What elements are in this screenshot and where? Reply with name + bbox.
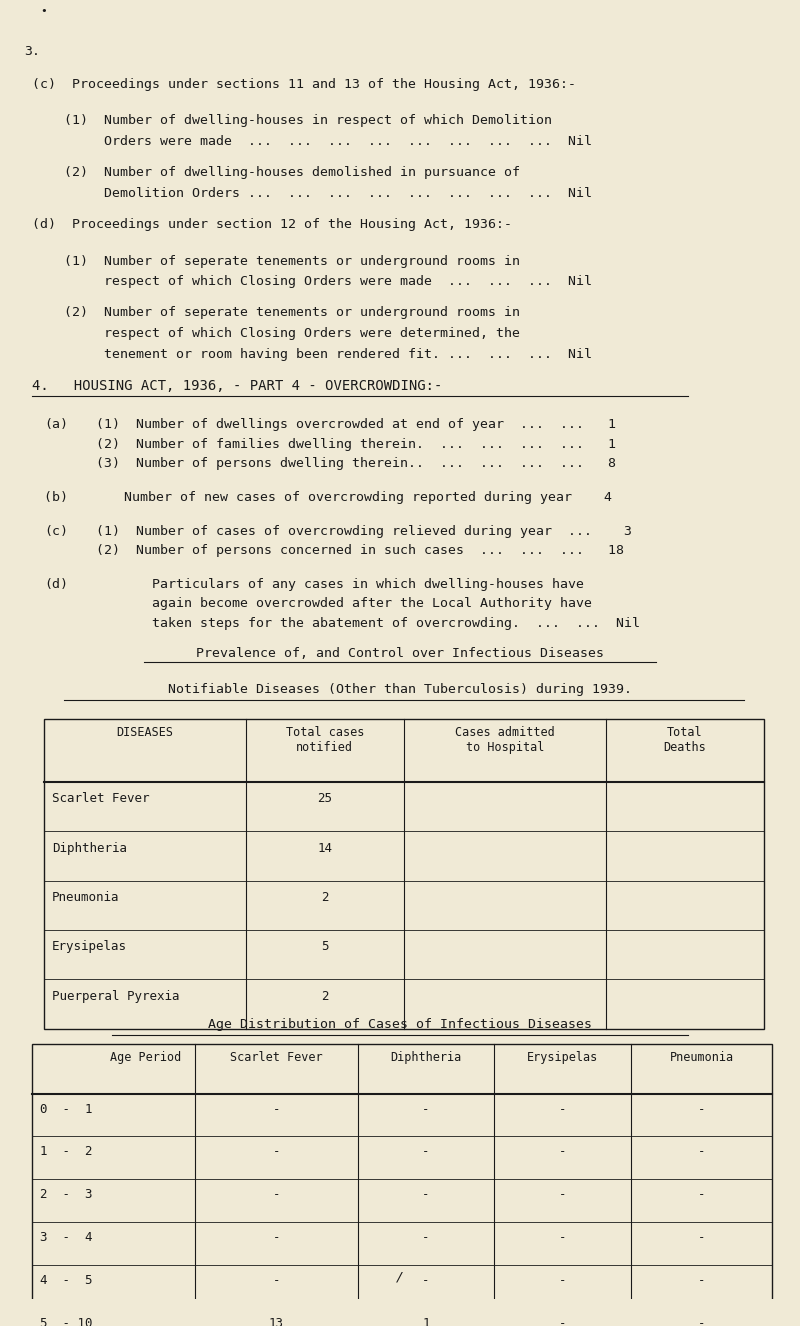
Text: 25: 25 xyxy=(318,792,332,805)
Text: (c)  Proceedings under sections 11 and 13 of the Housing Act, 1936:-: (c) Proceedings under sections 11 and 13… xyxy=(32,78,576,91)
Text: 5: 5 xyxy=(321,940,329,953)
Text: Prevalence of, and Control over Infectious Diseases: Prevalence of, and Control over Infectio… xyxy=(196,647,604,660)
Text: Diphtheria: Diphtheria xyxy=(390,1050,462,1063)
Bar xyxy=(32,1044,772,1326)
Text: 1  -  2: 1 - 2 xyxy=(40,1146,93,1159)
Text: •: • xyxy=(40,7,46,16)
Text: Scarlet Fever: Scarlet Fever xyxy=(230,1050,322,1063)
Text: (2)  Number of families dwelling therein.  ...  ...  ...  ...   1: (2) Number of families dwelling therein.… xyxy=(96,438,616,451)
Text: -: - xyxy=(559,1317,566,1326)
Text: Demolition Orders ...  ...  ...  ...  ...  ...  ...  ...  Nil: Demolition Orders ... ... ... ... ... ..… xyxy=(32,187,592,200)
Text: -: - xyxy=(559,1274,566,1288)
Text: Erysipelas: Erysipelas xyxy=(527,1050,598,1063)
Text: -: - xyxy=(698,1188,706,1201)
Text: (d)  Proceedings under section 12 of the Housing Act, 1936:-: (d) Proceedings under section 12 of the … xyxy=(32,219,512,231)
Text: (2)  Number of seperate tenements or underground rooms in: (2) Number of seperate tenements or unde… xyxy=(32,306,520,320)
Bar xyxy=(44,720,764,1029)
Text: Pneumonia: Pneumonia xyxy=(670,1050,734,1063)
Text: Total cases
notified: Total cases notified xyxy=(286,725,364,754)
Text: (2)  Number of dwelling-houses demolished in pursuance of: (2) Number of dwelling-houses demolished… xyxy=(32,166,520,179)
Text: -: - xyxy=(273,1231,280,1244)
Text: 13: 13 xyxy=(269,1317,284,1326)
Text: again become overcrowded after the Local Authority have: again become overcrowded after the Local… xyxy=(96,598,592,610)
Text: -: - xyxy=(559,1103,566,1115)
Text: (c): (c) xyxy=(44,525,68,537)
Text: -: - xyxy=(422,1274,430,1288)
Text: respect of which Closing Orders were determined, the: respect of which Closing Orders were det… xyxy=(32,328,520,341)
Text: Scarlet Fever: Scarlet Fever xyxy=(52,792,150,805)
Text: Pneumonia: Pneumonia xyxy=(52,891,119,904)
Text: (d): (d) xyxy=(44,578,68,591)
Text: (1)  Number of dwelling-houses in respect of which Demolition: (1) Number of dwelling-houses in respect… xyxy=(32,114,552,127)
Text: respect of which Closing Orders were made  ...  ...  ...  Nil: respect of which Closing Orders were mad… xyxy=(32,276,592,288)
Text: (1)  Number of seperate tenements or underground rooms in: (1) Number of seperate tenements or unde… xyxy=(32,255,520,268)
Text: -: - xyxy=(273,1274,280,1288)
Text: -: - xyxy=(273,1146,280,1159)
Text: (3)  Number of persons dwelling therein..  ...  ...  ...  ...   8: (3) Number of persons dwelling therein..… xyxy=(96,457,616,471)
Text: -: - xyxy=(698,1103,706,1115)
Text: tenement or room having been rendered fit. ...  ...  ...  Nil: tenement or room having been rendered fi… xyxy=(32,347,592,361)
Text: Age Period: Age Period xyxy=(110,1050,182,1063)
Text: -: - xyxy=(273,1103,280,1115)
Text: -: - xyxy=(559,1146,566,1159)
Text: Diphtheria: Diphtheria xyxy=(52,842,127,854)
Text: -: - xyxy=(422,1103,430,1115)
Text: (2)  Number of persons concerned in such cases  ...  ...  ...   18: (2) Number of persons concerned in such … xyxy=(96,544,624,557)
Text: 4  -  5: 4 - 5 xyxy=(40,1274,93,1288)
Text: -: - xyxy=(422,1231,430,1244)
Text: -: - xyxy=(559,1188,566,1201)
Text: Erysipelas: Erysipelas xyxy=(52,940,127,953)
Text: (1)  Number of cases of overcrowding relieved during year  ...    3: (1) Number of cases of overcrowding reli… xyxy=(96,525,632,537)
Text: 2: 2 xyxy=(321,989,329,1002)
Text: Particulars of any cases in which dwelling-houses have: Particulars of any cases in which dwelli… xyxy=(96,578,584,591)
Text: -: - xyxy=(422,1146,430,1159)
Text: Puerperal Pyrexia: Puerperal Pyrexia xyxy=(52,989,179,1002)
Text: 4.   HOUSING ACT, 1936, - PART 4 - OVERCROWDING:-: 4. HOUSING ACT, 1936, - PART 4 - OVERCRO… xyxy=(32,379,442,394)
Text: Notifiable Diseases (Other than Tuberculosis) during 1939.: Notifiable Diseases (Other than Tubercul… xyxy=(168,683,632,696)
Text: Total
Deaths: Total Deaths xyxy=(663,725,706,754)
Text: (b)       Number of new cases of overcrowding reported during year    4: (b) Number of new cases of overcrowding … xyxy=(44,491,612,504)
Text: (1)  Number of dwellings overcrowded at end of year  ...  ...   1: (1) Number of dwellings overcrowded at e… xyxy=(96,418,616,431)
Text: Orders were made  ...  ...  ...  ...  ...  ...  ...  ...  Nil: Orders were made ... ... ... ... ... ...… xyxy=(32,135,592,149)
Text: /: / xyxy=(396,1270,404,1284)
Text: Age Distribution of Cases of Infectious Diseases: Age Distribution of Cases of Infectious … xyxy=(208,1018,592,1032)
Text: (a): (a) xyxy=(44,418,68,431)
Text: 14: 14 xyxy=(318,842,332,854)
Text: 3  -  4: 3 - 4 xyxy=(40,1231,93,1244)
Text: 1: 1 xyxy=(422,1317,430,1326)
Text: 5  - 10: 5 - 10 xyxy=(40,1317,93,1326)
Text: Cases admitted
to Hospital: Cases admitted to Hospital xyxy=(455,725,554,754)
Text: 2  -  3: 2 - 3 xyxy=(40,1188,93,1201)
Text: -: - xyxy=(698,1317,706,1326)
Text: 0  -  1: 0 - 1 xyxy=(40,1103,93,1115)
Text: 3.: 3. xyxy=(24,45,40,58)
Text: taken steps for the abatement of overcrowding.  ...  ...  Nil: taken steps for the abatement of overcro… xyxy=(96,617,640,630)
Text: -: - xyxy=(559,1231,566,1244)
Text: DISEASES: DISEASES xyxy=(116,725,174,739)
Text: 2: 2 xyxy=(321,891,329,904)
Text: -: - xyxy=(273,1188,280,1201)
Text: -: - xyxy=(698,1231,706,1244)
Text: -: - xyxy=(698,1146,706,1159)
Text: -: - xyxy=(422,1188,430,1201)
Text: -: - xyxy=(698,1274,706,1288)
